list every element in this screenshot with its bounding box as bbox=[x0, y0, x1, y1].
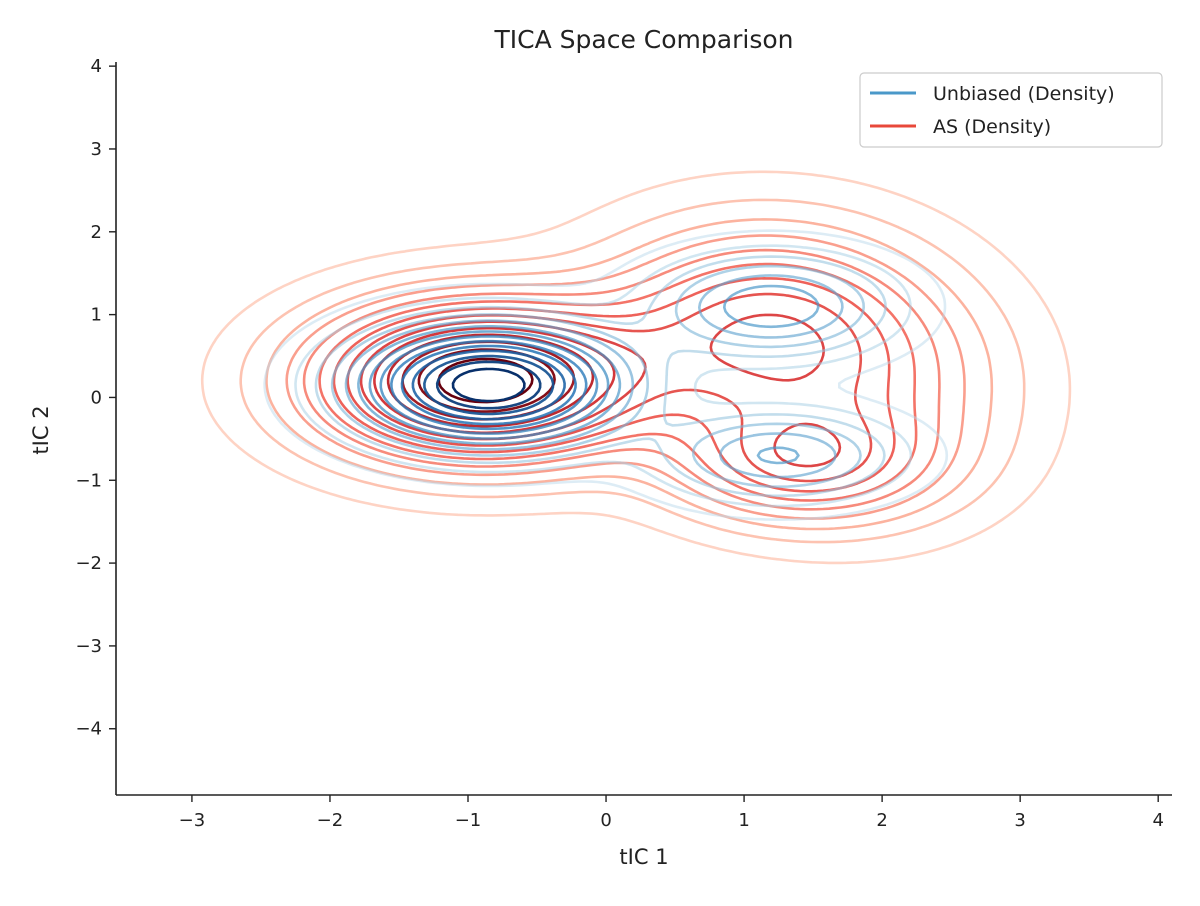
contour-level bbox=[423, 354, 555, 416]
axes: −3 −2 −1 0 1 2 3 4 −4 −3 −2 −1 0 1 2 3 4 bbox=[75, 56, 1172, 831]
x-ticks: −3 −2 −1 0 1 2 3 4 bbox=[179, 795, 1164, 831]
x-tick-label: −2 bbox=[317, 810, 344, 831]
contour-series-as bbox=[200, 170, 1072, 565]
legend-label-as: AS (Density) bbox=[933, 116, 1051, 138]
y-tick-label: 1 bbox=[91, 305, 102, 326]
contour-level bbox=[285, 234, 966, 520]
y-tick-label: 4 bbox=[91, 56, 102, 77]
y-tick-label: 2 bbox=[91, 222, 102, 243]
x-tick-label: 3 bbox=[1014, 810, 1025, 831]
contour-series-unbiased bbox=[263, 229, 949, 521]
contour-level bbox=[318, 262, 918, 502]
contour-level bbox=[368, 330, 610, 440]
y-tick-label: −4 bbox=[75, 719, 102, 740]
y-axis-label: tIC 2 bbox=[29, 405, 53, 454]
contour-level bbox=[390, 339, 588, 431]
contour-level bbox=[294, 244, 913, 508]
contour-level bbox=[357, 284, 820, 465]
contour-level bbox=[200, 170, 1072, 565]
y-tick-label: −1 bbox=[75, 470, 102, 491]
x-tick-label: 2 bbox=[876, 810, 887, 831]
contour-level bbox=[263, 229, 949, 521]
contour-level bbox=[400, 344, 577, 426]
contour-level bbox=[411, 349, 566, 421]
contour-level bbox=[344, 274, 844, 479]
y-tick-label: −2 bbox=[75, 553, 102, 574]
legend-box bbox=[859, 72, 1163, 148]
x-tick-label: 1 bbox=[738, 810, 749, 831]
contour-level bbox=[330, 264, 865, 488]
legend: Unbiased (Density) AS (Density) bbox=[859, 72, 1163, 148]
contour-level bbox=[239, 198, 1026, 544]
contour-level bbox=[314, 255, 887, 498]
contour-level bbox=[265, 218, 994, 531]
contour-level bbox=[451, 367, 526, 403]
y-tick-label: 0 bbox=[91, 387, 102, 408]
contour-level bbox=[379, 335, 599, 435]
y-tick-label: −3 bbox=[75, 636, 102, 657]
contour-layer bbox=[200, 170, 1072, 565]
x-tick-label: 4 bbox=[1152, 810, 1163, 831]
chart-title: TICA Space Comparison bbox=[494, 25, 794, 54]
legend-label-unbiased: Unbiased (Density) bbox=[933, 83, 1115, 105]
x-tick-label: 0 bbox=[600, 810, 611, 831]
x-tick-label: −3 bbox=[179, 810, 206, 831]
x-axis-label: tIC 1 bbox=[619, 845, 668, 869]
contour-level bbox=[435, 360, 542, 410]
x-tick-label: −1 bbox=[455, 810, 482, 831]
y-tick-label: 3 bbox=[91, 139, 102, 160]
y-ticks: −4 −3 −2 −1 0 1 2 3 4 bbox=[75, 56, 116, 740]
